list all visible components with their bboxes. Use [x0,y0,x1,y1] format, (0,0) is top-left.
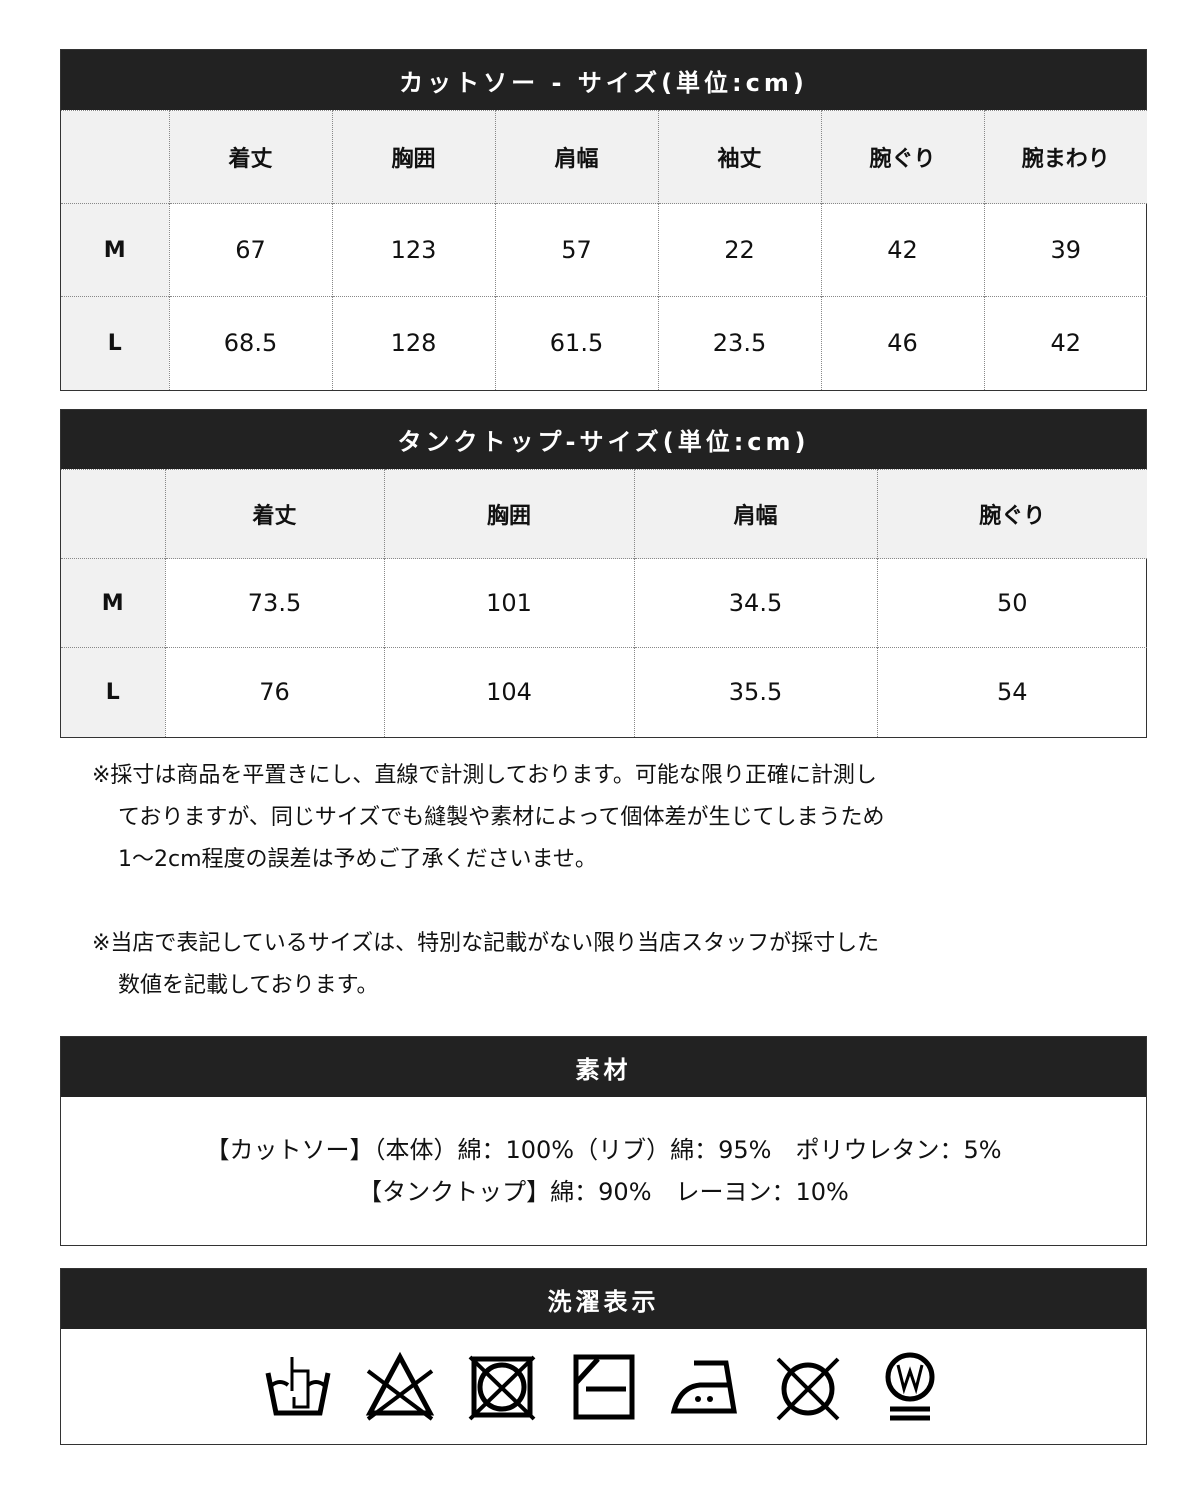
material-line: 【タンクトップ】綿：90% レーヨン：10% [358,1178,849,1206]
table-row: M 67 123 57 22 42 39 [61,203,1147,297]
cutsew-title: カットソー - サイズ(単位:cm) [61,50,1146,110]
tank-table: 着丈 胸囲 肩幅 腕ぐり M 73.5 101 34.5 50 L 76 104 35.5 54 [61,469,1147,737]
column-header: 腕ぐり [820,110,984,204]
column-header: 腕ぐり [876,469,1147,559]
column-header: 袖丈 [657,110,821,204]
note-line: ※当店で表記しているサイズは、特別な記載がない限り当店スタッフが採寸した [92,931,880,956]
table-cell: 42 [983,296,1147,390]
table-row: L 76 104 35.5 54 [61,647,1147,737]
note-line: ※採寸は商品を平置きにし、直線で計測しております。可能な限り正確に計測し [92,763,877,788]
measurement-notes: ※採寸は商品を平置きにし、直線で計測しております。可能な限り正確に計測し ており… [92,755,884,1007]
column-header: 肩幅 [633,469,877,559]
care-title: 洗濯表示 [61,1269,1146,1329]
header-row: 着丈 胸囲 肩幅 袖丈 腕ぐり 腕まわり [61,110,1147,204]
table-cell: 23.5 [657,296,821,390]
column-header [61,110,169,204]
iron-low-icon [670,1360,737,1413]
table-cell: 22 [657,203,821,297]
table-cell: 68.5 [168,296,332,390]
size-label: M [61,203,169,297]
column-header: 胸囲 [331,110,495,204]
no-tumble-dry-icon [468,1355,535,1420]
note-line: 数値を記載しております。 [118,973,379,998]
size-label: L [61,296,169,390]
column-header: 肩幅 [494,110,658,204]
column-header: 腕まわり [983,110,1147,204]
table-cell: 123 [331,203,495,297]
table-cell: 57 [494,203,658,297]
table-cell: 67 [168,203,332,297]
table-cell: 39 [983,203,1147,297]
size-label: M [61,558,165,648]
header-row: 着丈 胸囲 肩幅 腕ぐり [61,469,1147,559]
tank-size-table: タンクトップ-サイズ(単位:cm) 着丈 胸囲 肩幅 腕ぐり M 73.5 101 34.5 5… [60,409,1147,738]
hand-wash-icon [265,1356,330,1415]
material-line: 【カットソー】（本体）綿：100%（リブ）綿：95% ポリウレタン：5% [205,1136,1002,1164]
line-dry-shade-icon [573,1354,634,1419]
tank-title: タンクトップ-サイズ(単位:cm) [61,410,1146,469]
table-cell: 128 [331,296,495,390]
note-spacer [92,881,884,923]
table-cell: 46 [820,296,984,390]
table-cell: 101 [383,558,634,648]
cutsew-table: 着丈 胸囲 肩幅 袖丈 腕ぐり 腕まわり M 67 123 57 22 42 39 L 68.5 128 61.… [61,110,1147,390]
wet-clean-gentle-icon [885,1352,934,1420]
material-section: 素材 【カットソー】（本体）綿：100%（リブ）綿：95% ポリウレタン：5% … [60,1036,1147,1246]
note-line: ておりますが、同じサイズでも縫製や素材によって個体差が生じてしまうため [118,805,885,830]
note-line: 1～2cm程度の誤差は予めご了承くださいませ。 [118,847,597,872]
table-cell: 50 [876,558,1147,648]
cutsew-size-table: カットソー - サイズ(単位:cm) 着丈 胸囲 肩幅 袖丈 腕ぐり 腕まわり M 67 123… [60,49,1147,391]
table-cell: 76 [164,647,384,737]
no-dry-clean-icon [776,1357,839,1420]
table-cell: 61.5 [494,296,658,390]
no-bleach-icon [365,1351,434,1421]
material-title: 素材 [61,1037,1146,1097]
column-header: 胸囲 [383,469,634,559]
care-section: 洗濯表示 [60,1268,1147,1445]
column-header: 着丈 [168,110,332,204]
table-row: L 68.5 128 61.5 23.5 46 42 [61,296,1147,390]
table-row: M 73.5 101 34.5 50 [61,558,1147,648]
table-cell: 42 [820,203,984,297]
table-cell: 34.5 [633,558,877,648]
size-label: L [61,647,165,737]
table-cell: 73.5 [164,558,384,648]
column-header [61,469,165,559]
table-cell: 35.5 [633,647,877,737]
table-cell: 54 [876,647,1147,737]
table-cell: 104 [383,647,634,737]
column-header: 着丈 [164,469,384,559]
